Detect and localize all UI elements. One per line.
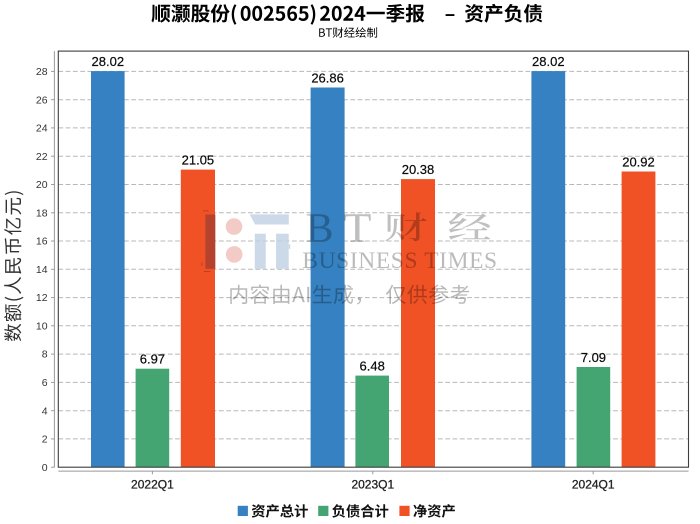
svg-text:0: 0	[42, 462, 48, 474]
svg-text:16: 16	[36, 236, 48, 248]
svg-text:6.48: 6.48	[360, 359, 385, 374]
svg-text:28: 28	[36, 66, 48, 78]
svg-text:18: 18	[36, 207, 48, 219]
svg-text:21.05: 21.05	[182, 153, 215, 168]
svg-text:4: 4	[42, 405, 48, 417]
svg-text:26.86: 26.86	[311, 71, 344, 86]
svg-text:2: 2	[42, 434, 48, 446]
svg-text:2022Q1: 2022Q1	[131, 477, 174, 491]
svg-text:6.97: 6.97	[140, 352, 165, 367]
svg-text:2023Q1: 2023Q1	[351, 477, 394, 491]
svg-text:10: 10	[36, 320, 48, 332]
svg-text:8: 8	[42, 349, 48, 361]
svg-text:7.09: 7.09	[581, 350, 606, 365]
svg-text:28.02: 28.02	[532, 54, 565, 69]
svg-text:26: 26	[36, 94, 48, 106]
svg-text:22: 22	[36, 151, 48, 163]
svg-text:6: 6	[42, 377, 48, 389]
svg-text:20: 20	[36, 179, 48, 191]
svg-text:14: 14	[36, 264, 48, 276]
svg-text:12: 12	[36, 292, 48, 304]
svg-text:BUSINESS TIMES: BUSINESS TIMES	[302, 248, 497, 274]
svg-text:20.38: 20.38	[402, 162, 435, 177]
svg-text:20.92: 20.92	[622, 155, 655, 170]
svg-text:24: 24	[36, 123, 48, 135]
svg-text:2024Q1: 2024Q1	[572, 477, 615, 491]
svg-text:28.02: 28.02	[92, 54, 125, 69]
